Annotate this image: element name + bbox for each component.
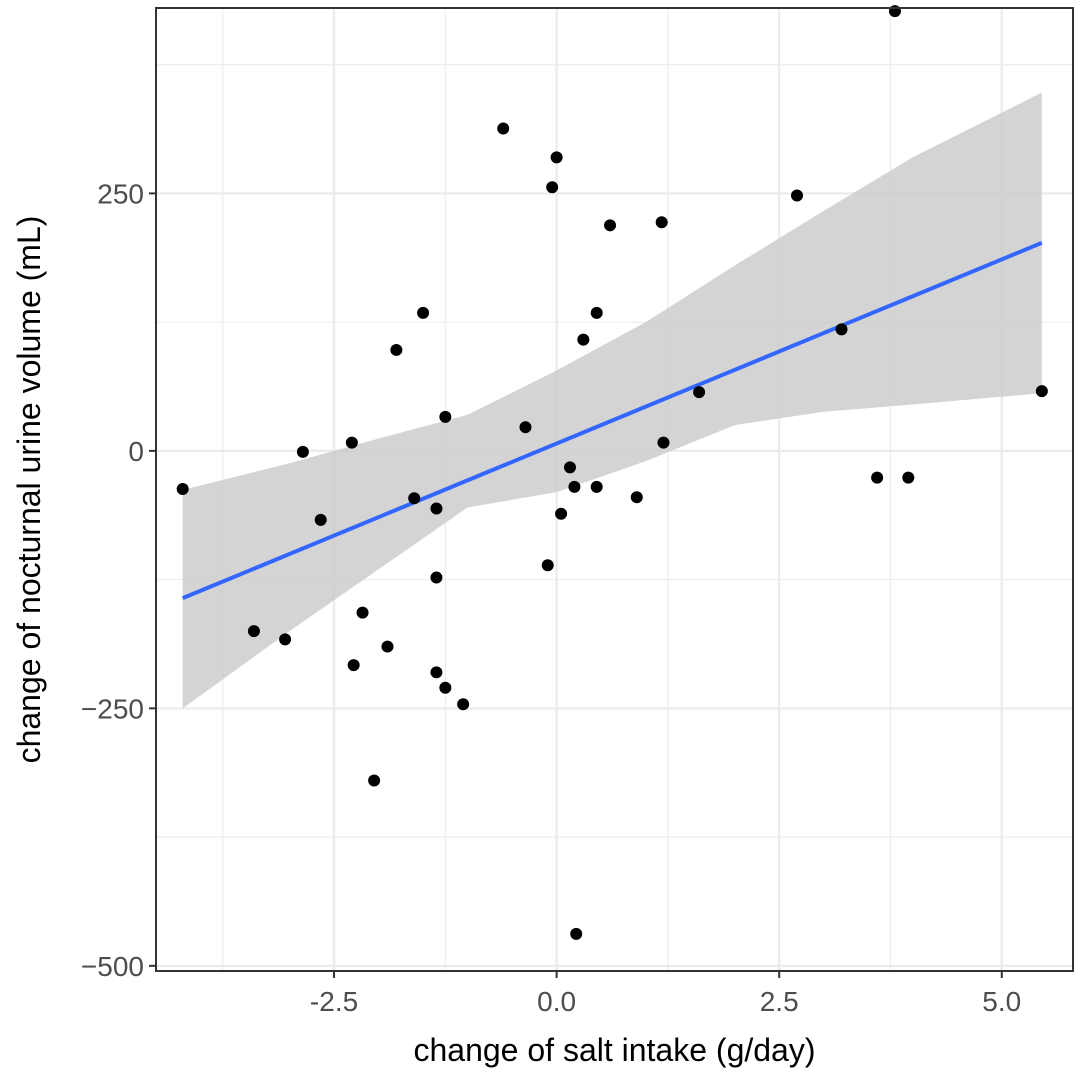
data-point (368, 774, 381, 787)
confidence-band-layer (182, 92, 1042, 709)
data-point (347, 659, 360, 672)
data-point (314, 513, 327, 526)
data-point (279, 633, 292, 646)
data-point (655, 216, 668, 229)
data-point (345, 436, 358, 449)
x-axis-title: change of salt intake (g/day) (413, 1032, 815, 1068)
data-point (871, 471, 884, 484)
data-point (356, 606, 369, 619)
y-axis-ticks: −500 −250 0 250 (81, 178, 156, 982)
data-point (590, 480, 603, 493)
data-point (902, 471, 915, 484)
data-point (546, 181, 559, 194)
data-point (791, 189, 804, 202)
data-point (430, 571, 443, 584)
data-point (247, 625, 260, 638)
data-point (590, 306, 603, 319)
data-point (563, 461, 576, 474)
data-point (296, 445, 309, 458)
data-point (439, 681, 452, 694)
data-point (457, 698, 470, 711)
data-point (550, 151, 563, 164)
x-tick-label: 5.0 (982, 986, 1021, 1017)
data-point (176, 482, 189, 495)
data-point (408, 492, 421, 505)
regression-line (181, 240, 1043, 601)
confidence-band (182, 92, 1042, 709)
data-point (430, 502, 443, 515)
data-point (630, 491, 643, 504)
data-point (570, 927, 583, 940)
data-points (176, 5, 1048, 940)
fit-line-layer (181, 240, 1043, 601)
data-point (497, 122, 510, 135)
x-tick-label: 2.5 (760, 986, 799, 1017)
y-tick-label: −500 (81, 951, 144, 982)
data-point (519, 421, 532, 434)
data-point (417, 306, 430, 319)
data-point (888, 5, 901, 18)
data-point (555, 507, 568, 520)
data-point (1035, 385, 1048, 398)
data-point (390, 343, 403, 356)
data-point (430, 666, 443, 679)
panel-border (155, 7, 1074, 972)
data-point (604, 219, 617, 232)
y-tick-label: −250 (81, 693, 144, 724)
x-tick-label: -2.5 (310, 986, 358, 1017)
data-point (568, 480, 581, 493)
data-point (381, 640, 394, 653)
data-point (693, 386, 706, 399)
data-point (439, 410, 452, 423)
data-point (577, 333, 590, 346)
x-tick-label: 0.0 (537, 986, 576, 1017)
x-axis-ticks: -2.5 0.0 2.5 5.0 (310, 971, 1021, 1017)
y-tick-label: 250 (97, 178, 144, 209)
data-point (657, 436, 670, 449)
y-axis-title: change of nocturnal urine volume (mL) (11, 216, 47, 764)
data-point (541, 559, 554, 572)
y-tick-label: 0 (128, 436, 144, 467)
data-point (835, 323, 848, 336)
